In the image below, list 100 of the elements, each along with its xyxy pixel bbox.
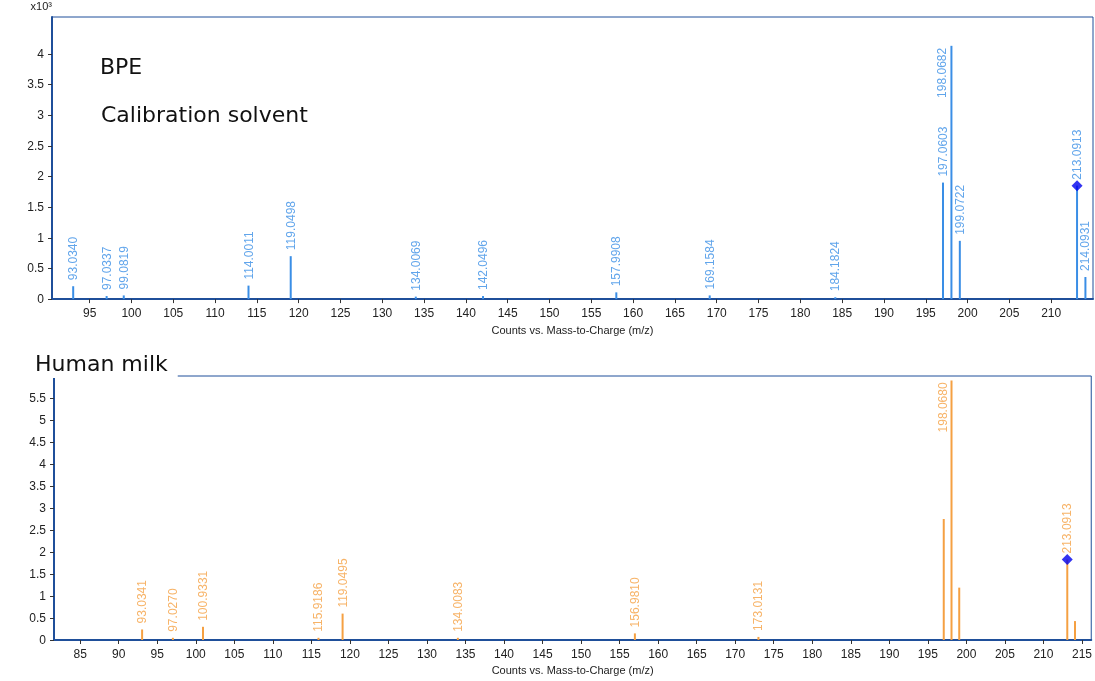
bar <box>950 380 953 640</box>
x-tick-label: 125 <box>330 306 351 321</box>
x-tick-label: 155 <box>609 647 630 661</box>
bar <box>317 637 320 640</box>
x-tick-label: 190 <box>879 647 900 661</box>
x-tick-label: 170 <box>706 306 728 321</box>
x-tick-label: 195 <box>915 306 937 321</box>
bar <box>958 587 961 640</box>
annotation: 114.0011 <box>241 231 256 280</box>
x-tick-label: 105 <box>163 306 184 321</box>
x-tick-label: 205 <box>999 306 1020 321</box>
x-tick-label: 175 <box>748 306 769 321</box>
annotation: 142.0496 <box>476 239 491 291</box>
bar <box>958 240 961 300</box>
y-tick-label: 5 <box>39 413 47 427</box>
x-tick-label: 85 <box>73 647 88 661</box>
x-tick-label: 155 <box>581 306 602 321</box>
bar <box>201 626 204 640</box>
y-tick-label: 2.5 <box>29 523 47 537</box>
x-tick-label: 165 <box>664 306 686 321</box>
annotation: 93.0341 <box>135 579 150 624</box>
y-tick-label: 4 <box>39 457 47 471</box>
y-tick-label: 5.5 <box>29 391 47 405</box>
bar <box>105 296 108 300</box>
x-tick-label: 135 <box>455 647 476 661</box>
x-axis-title: Counts vs. Mass-to-Charge (m/z) <box>491 323 654 336</box>
y-tick-label: 2 <box>37 169 45 184</box>
x-tick-label: 160 <box>648 647 669 661</box>
bar <box>615 292 618 300</box>
x-tick-label: 145 <box>497 306 519 321</box>
y-tick-label: 4 <box>37 46 45 61</box>
x-tick-label: 120 <box>288 306 309 321</box>
annotation: 93.0340 <box>66 236 81 281</box>
x-tick-label: 100 <box>121 306 142 321</box>
y-tick-label: 4.5 <box>29 435 47 449</box>
x-tick-label: 115 <box>301 647 322 661</box>
y-tick-label: 1 <box>37 230 45 245</box>
y-tick-label: 0.5 <box>29 611 47 625</box>
x-tick-label: 120 <box>339 647 361 661</box>
bar <box>708 295 711 300</box>
x-tick-label: 180 <box>790 306 811 321</box>
x-tick-label: 135 <box>414 306 435 321</box>
x-tick-label: 150 <box>539 306 560 321</box>
annotation: 134.0069 <box>408 240 423 291</box>
x-tick-label: 195 <box>917 647 939 661</box>
x-tick-label: 180 <box>802 647 823 661</box>
annotation: 99.0819 <box>116 245 131 290</box>
annotation: 198.0682 <box>935 47 950 98</box>
annotation: 199.0722 <box>952 184 967 235</box>
y-tick-label: 0 <box>39 633 47 647</box>
annotation: 213.0913 <box>1060 503 1075 554</box>
x-tick-label: 150 <box>571 647 592 661</box>
y-tick-label: 3.5 <box>27 77 45 92</box>
x-tick-label: 95 <box>82 306 97 321</box>
annotation: 173.0131 <box>751 580 766 631</box>
annotation: 115.9186 <box>311 582 326 632</box>
y-tick-label: 3 <box>37 108 45 123</box>
bar <box>247 285 250 300</box>
x-tick-label: 210 <box>1033 647 1054 661</box>
bar <box>122 295 125 300</box>
x-tick-label: 125 <box>378 647 399 661</box>
x-tick-label: 205 <box>994 647 1016 661</box>
bar <box>942 519 945 640</box>
x-tick-label: 110 <box>205 306 225 321</box>
bar <box>141 629 144 640</box>
bar <box>633 633 636 640</box>
x-tick-label: 105 <box>224 647 245 661</box>
y-tick-label: 2 <box>39 545 47 559</box>
x-tick-label: 145 <box>532 647 553 661</box>
x-tick-label: 140 <box>494 647 515 661</box>
x-tick-label: 215 <box>1071 647 1093 661</box>
bar <box>757 636 760 640</box>
x-tick-label: 190 <box>873 306 895 321</box>
annotation: 213.0913 <box>1070 129 1085 180</box>
bar <box>942 182 944 300</box>
bar <box>482 296 485 300</box>
annotation: 97.0270 <box>165 588 180 632</box>
y-tick-label: 0.5 <box>27 261 45 276</box>
y-tick-label: 1 <box>39 589 47 603</box>
x-tick-label: 185 <box>832 306 853 321</box>
annotation: 197.0603 <box>936 126 950 177</box>
bar <box>289 256 292 300</box>
y-tick-label: 3.5 <box>29 479 47 493</box>
x-tick-label: 175 <box>763 647 785 661</box>
bar <box>1073 621 1076 640</box>
x-tick-label: 200 <box>956 647 977 661</box>
annotation: 157.9908 <box>609 235 624 287</box>
annotation: 119.0495 <box>335 558 350 608</box>
y-tick-label: 3 <box>39 501 47 515</box>
y-tick-label: 2.5 <box>27 138 45 153</box>
bar <box>72 286 75 300</box>
text: BPE <box>100 53 143 79</box>
y-tick-label: 0 <box>37 292 45 307</box>
text: Calibration solvent <box>101 101 309 127</box>
annotation: 97.0337 <box>99 246 114 291</box>
x-axis-title: Counts vs. Mass-to-Charge (m/z) <box>491 664 654 677</box>
x-tick-label: 185 <box>840 647 862 661</box>
x-tick-label: 140 <box>455 306 477 321</box>
x-tick-label: 170 <box>725 647 746 661</box>
bar <box>950 45 953 300</box>
